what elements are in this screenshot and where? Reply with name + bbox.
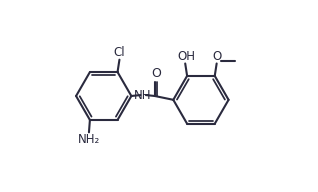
Text: NH₂: NH₂ (78, 133, 100, 146)
Text: O: O (151, 67, 161, 80)
Text: OH: OH (177, 50, 195, 63)
Text: O: O (212, 50, 221, 63)
Text: Cl: Cl (114, 46, 125, 59)
Text: NH: NH (134, 89, 151, 102)
